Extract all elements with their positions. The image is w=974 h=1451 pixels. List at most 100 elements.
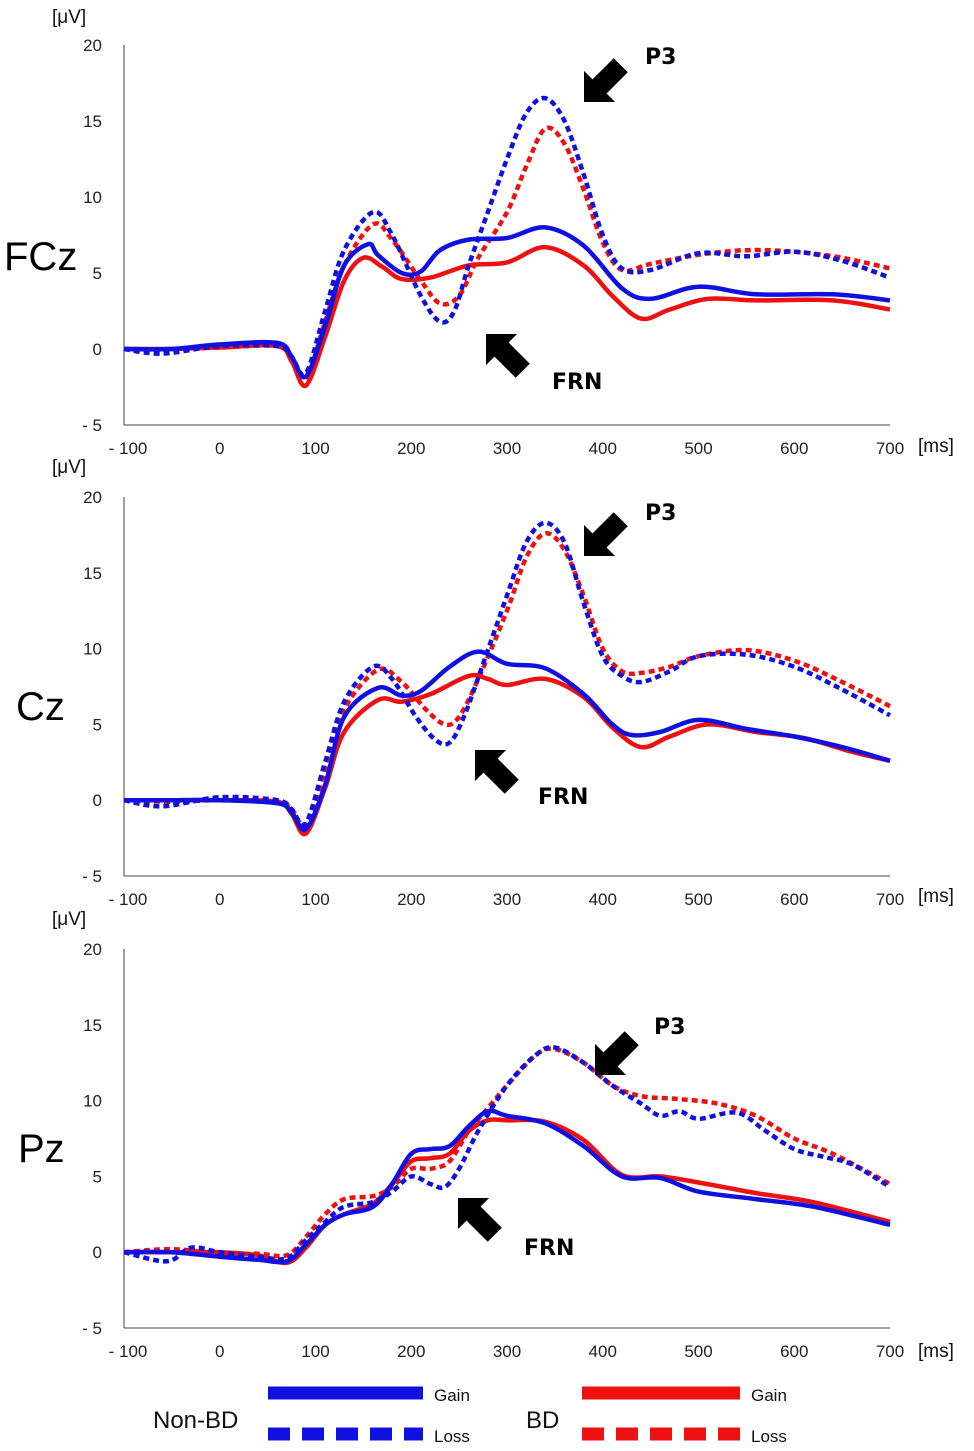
frn-label: FRN <box>552 370 602 395</box>
annotations: P3 FRN <box>475 501 676 810</box>
legend-loss-label: Loss <box>751 1427 787 1446</box>
annotations: P3 FRN <box>458 1015 685 1261</box>
x-unit-label: [ms] <box>918 436 954 457</box>
x-unit-label: [ms] <box>918 1341 954 1362</box>
frn-arrow-icon <box>475 750 519 794</box>
non-bd-loss-line <box>123 95 891 378</box>
x-tick-label: 700 <box>876 439 904 458</box>
x-tick-label: 400 <box>589 890 617 909</box>
y-tick-label: 20 <box>83 940 102 959</box>
legend-loss-label: Loss <box>434 1427 470 1446</box>
x-tick-label: 400 <box>589 439 617 458</box>
bd-gain-line <box>124 672 891 837</box>
x-tick-label: - 100 <box>109 439 148 458</box>
y-tick-label: - 5 <box>82 867 102 886</box>
x-tick-label: 100 <box>301 439 329 458</box>
series-group <box>123 95 891 389</box>
non-bd-gain-line <box>123 1108 891 1265</box>
legend-group-label: Non-BD <box>153 1407 238 1434</box>
p3-arrow-icon <box>584 58 628 102</box>
frn-label: FRN <box>538 785 588 810</box>
x-tick-label: 600 <box>780 1342 808 1361</box>
y-unit-label: [μV] <box>52 909 86 930</box>
non-bd-gain-line <box>123 225 891 380</box>
x-tick-label: 300 <box>493 439 521 458</box>
p3-arrow-icon <box>595 1031 639 1075</box>
y-tick-label: 20 <box>83 36 102 55</box>
x-tick-label: 0 <box>215 439 224 458</box>
x-tick-label: 600 <box>780 439 808 458</box>
frn-arrow-icon <box>486 334 530 378</box>
x-tick-label: 200 <box>397 439 425 458</box>
p3-arrow-icon <box>584 512 628 556</box>
x-tick-label: - 100 <box>109 890 148 909</box>
panel-fcz: [μV] FCz [ms] 20 15 10 5 0 - 5 - 100 0 1… <box>4 7 954 458</box>
frn-label: FRN <box>524 1236 574 1261</box>
x-ticks: - 100 0 100 200 300 400 500 600 700 <box>109 890 905 909</box>
frn-arrow-icon <box>458 1198 502 1242</box>
y-ticks: 20 15 10 5 0 - 5 <box>82 36 102 435</box>
y-tick-label: 10 <box>83 188 102 207</box>
legend-gain-label: Gain <box>434 1386 470 1405</box>
x-tick-label: 300 <box>493 1342 521 1361</box>
x-tick-label: 700 <box>876 1342 904 1361</box>
x-unit-label: [ms] <box>918 886 954 907</box>
x-ticks: - 100 0 100 200 300 400 500 600 700 <box>109 439 905 458</box>
x-ticks: - 100 0 100 200 300 400 500 600 700 <box>109 1342 905 1361</box>
x-tick-label: 200 <box>397 890 425 909</box>
y-tick-label: 0 <box>93 1243 102 1262</box>
bd-loss-line <box>123 1046 892 1259</box>
y-tick-label: 15 <box>83 112 102 131</box>
x-tick-label: 400 <box>589 1342 617 1361</box>
y-ticks: 20 15 10 5 0 - 5 <box>82 488 102 886</box>
y-tick-label: 0 <box>93 791 102 810</box>
x-tick-label: 500 <box>684 439 712 458</box>
axes <box>123 45 890 426</box>
non-bd-loss-line <box>123 1044 892 1264</box>
y-tick-label: - 5 <box>82 416 102 435</box>
p3-label: P3 <box>645 45 676 70</box>
y-tick-label: 5 <box>93 264 102 283</box>
bd-gain-line <box>124 1117 891 1266</box>
x-tick-label: 300 <box>493 890 521 909</box>
axes <box>123 497 890 877</box>
y-tick-label: 5 <box>93 715 102 734</box>
channel-label: Cz <box>16 685 65 729</box>
y-tick-label: 20 <box>83 488 102 507</box>
x-tick-label: 100 <box>301 890 329 909</box>
legend-group-label: BD <box>526 1407 559 1434</box>
x-tick-label: 500 <box>684 890 712 909</box>
y-tick-label: 15 <box>83 1016 102 1035</box>
x-tick-label: 0 <box>215 890 224 909</box>
y-tick-label: 5 <box>93 1167 102 1186</box>
panel-cz: [μV] Cz [ms] 20 15 10 5 0 - 5 - 100 0 10… <box>16 457 954 909</box>
series-group <box>123 520 892 837</box>
legend-gain-label: Gain <box>751 1386 787 1405</box>
p3-label: P3 <box>654 1015 685 1040</box>
panel-pz: [μV] Pz [ms] 20 15 10 5 0 - 5 - 100 0 10… <box>18 909 954 1362</box>
y-unit-label: [μV] <box>52 7 86 28</box>
y-tick-label: 10 <box>83 640 102 659</box>
x-tick-label: - 100 <box>109 1342 148 1361</box>
y-tick-label: - 5 <box>82 1319 102 1338</box>
x-tick-label: 0 <box>215 1342 224 1361</box>
y-tick-label: 10 <box>83 1092 102 1111</box>
x-tick-label: 200 <box>397 1342 425 1361</box>
legend: Non-BD Gain Loss BD Gain Loss <box>153 1386 787 1446</box>
x-tick-label: 700 <box>876 890 904 909</box>
y-unit-label: [μV] <box>52 457 86 478</box>
channel-label: Pz <box>18 1127 65 1171</box>
axes <box>123 949 890 1329</box>
y-tick-label: 15 <box>83 564 102 583</box>
p3-label: P3 <box>645 501 676 526</box>
non-bd-loss-line <box>123 520 892 827</box>
x-tick-label: 600 <box>780 890 808 909</box>
y-tick-label: 0 <box>93 340 102 359</box>
x-tick-label: 100 <box>301 1342 329 1361</box>
series-group <box>123 1044 892 1266</box>
x-tick-label: 500 <box>684 1342 712 1361</box>
channel-label: FCz <box>4 235 77 279</box>
non-bd-gain-line <box>124 649 891 833</box>
annotations: P3 FRN <box>486 45 676 395</box>
